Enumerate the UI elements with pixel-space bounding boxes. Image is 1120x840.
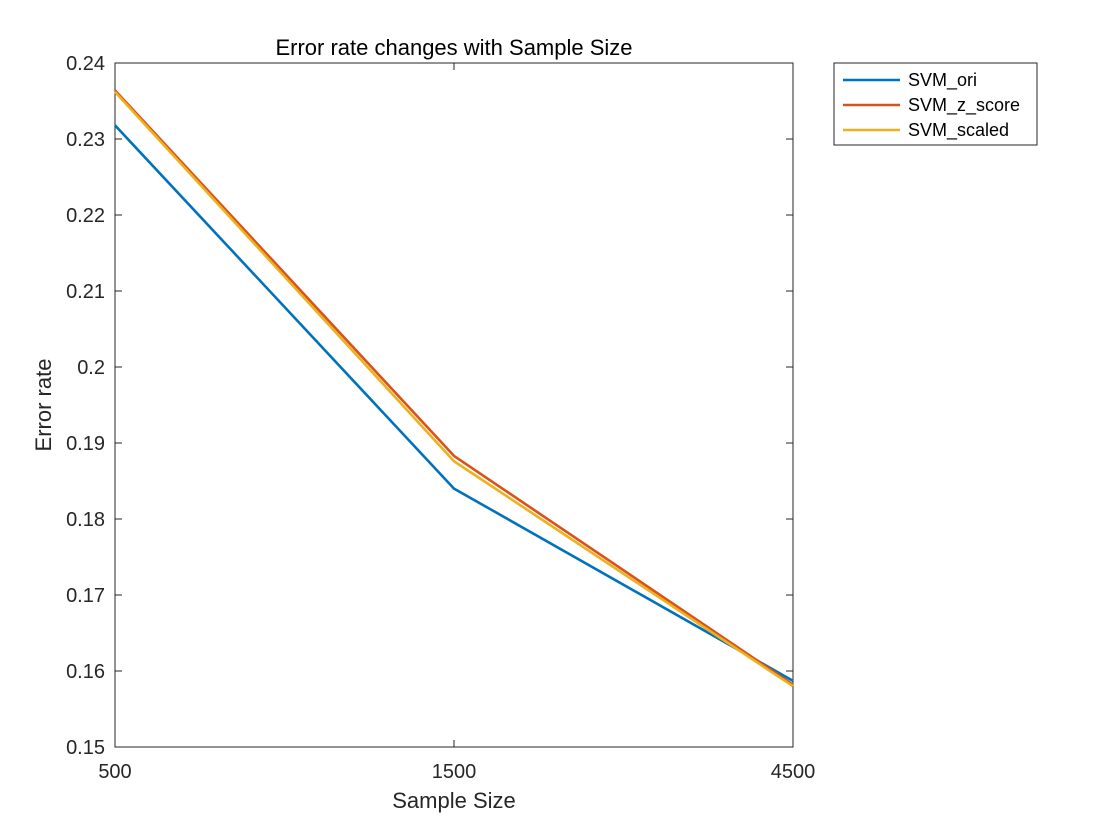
y-tick-label: 0.23 [66, 129, 105, 151]
y-tick-label: 0.22 [66, 205, 105, 227]
x-tick-label: 500 [98, 761, 131, 783]
x-tick-label: 4500 [771, 761, 816, 783]
x-axis-label: Sample Size [392, 788, 516, 813]
y-tick-label: 0.19 [66, 433, 105, 455]
series-line-svm-ori [114, 124, 794, 683]
series-line-svm-z-score [114, 89, 794, 686]
y-tick-label: 0.15 [66, 737, 105, 759]
y-tick-label: 0.16 [66, 661, 105, 683]
y-axis-label: Error rate [31, 359, 56, 452]
y-axis-ticks: 0.15 0.16 0.17 0.18 0.19 0.2 0.21 0.22 0.23 0.24 [66, 53, 793, 759]
chart-title: Error rate changes with Sample Size [275, 35, 632, 60]
legend-items: SVM_ori SVM_z_score SVM_scaled [843, 70, 1020, 141]
y-tick-label: 0.17 [66, 585, 105, 607]
legend-label: SVM_z_score [908, 95, 1020, 116]
y-tick-label: 0.24 [66, 53, 105, 75]
y-tick-label: 0.21 [66, 281, 105, 303]
x-tick-label: 1500 [432, 761, 477, 783]
y-tick-label: 0.2 [77, 357, 105, 379]
x-axis-ticks: 500 1500 4500 [98, 63, 815, 783]
series-line-svm-scaled [114, 91, 794, 688]
series-lines [114, 89, 794, 688]
legend-label: SVM_scaled [908, 120, 1009, 141]
y-tick-label: 0.18 [66, 509, 105, 531]
legend: SVM_ori SVM_z_score SVM_scaled [833, 62, 1038, 146]
plot-area [114, 62, 794, 748]
legend-label: SVM_ori [908, 70, 977, 91]
